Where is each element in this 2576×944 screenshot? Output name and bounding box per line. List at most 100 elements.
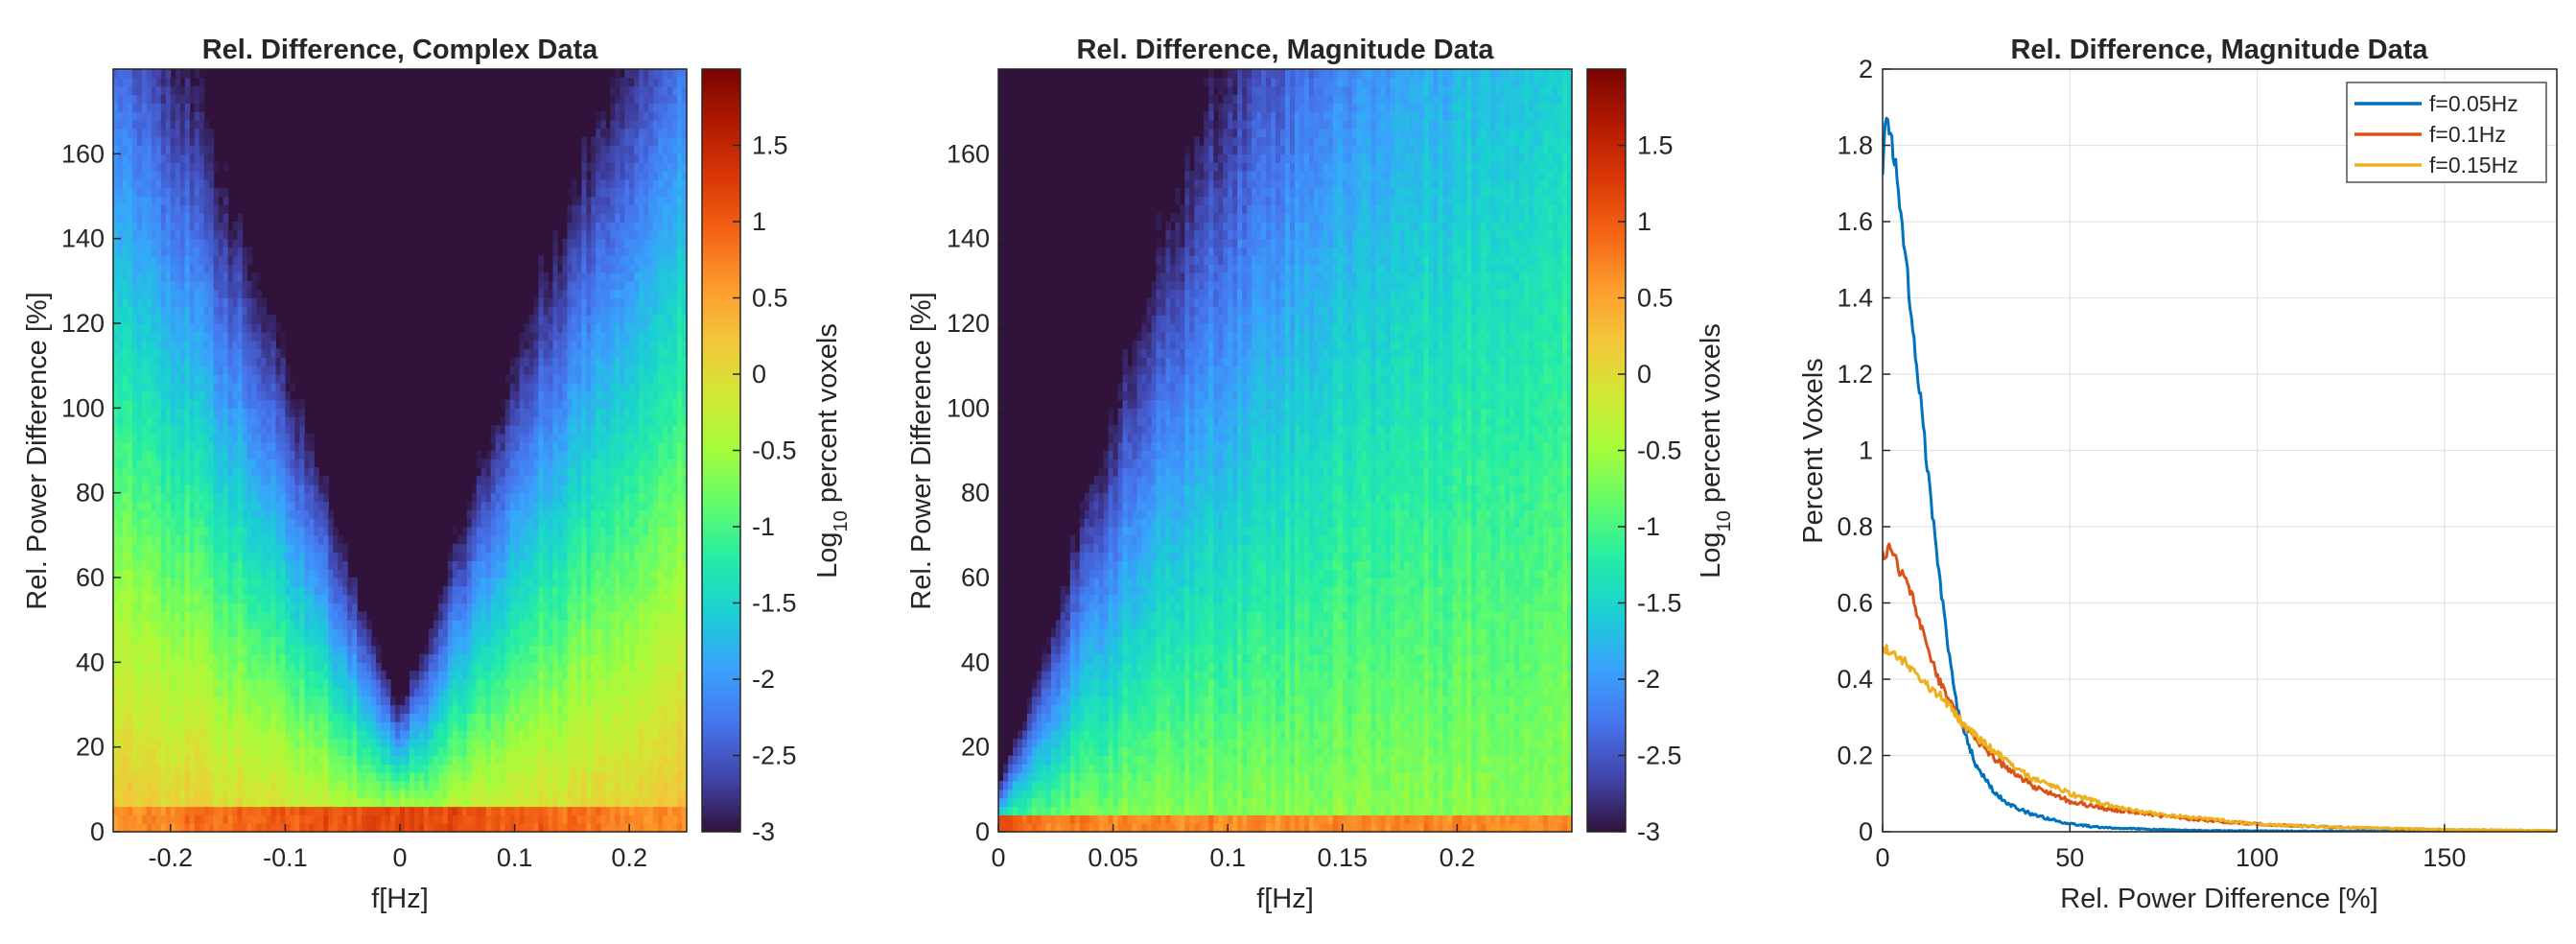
heatmap-cell: [218, 408, 224, 417]
heatmap-cell: [395, 823, 401, 833]
heatmap-cell: [199, 85, 205, 96]
heatmap-cell: [184, 348, 191, 358]
heatmap-cell: [146, 85, 152, 96]
heatmap-cell: [294, 560, 300, 570]
heatmap-cell: [256, 543, 263, 554]
heatmap-cell: [514, 781, 521, 791]
heatmap-cell: [160, 806, 167, 815]
heatmap-cell: [386, 696, 391, 706]
heatmap-cell: [495, 450, 502, 460]
heatmap-cell: [170, 713, 176, 722]
heatmap-cell: [203, 560, 210, 570]
heatmap-cell: [509, 797, 516, 808]
heatmap-cell: [528, 730, 535, 740]
heatmap-cell: [213, 272, 220, 282]
heatmap-cell: [304, 569, 310, 578]
heatmap-cell: [189, 814, 196, 824]
heatmap-cell: [352, 713, 358, 722]
heatmap-cell: [266, 764, 272, 773]
heatmap-cell: [208, 416, 215, 426]
heatmap-cell: [155, 814, 162, 824]
heatmap-cell: [141, 721, 148, 731]
heatmap-cell: [280, 620, 286, 629]
heatmap-cell: [199, 806, 205, 815]
heatmap-cell: [371, 806, 377, 815]
heatmap-cell: [509, 425, 516, 435]
heatmap-cell: [471, 620, 478, 629]
heatmap-cell: [117, 213, 124, 223]
heatmap-cell: [509, 433, 516, 443]
heatmap-cell: [548, 713, 554, 722]
heatmap-cell: [290, 814, 295, 824]
heatmap-cell: [428, 806, 434, 815]
heatmap-cell: [227, 806, 234, 815]
heatmap-cell: [485, 543, 492, 554]
heatmap-cell: [357, 696, 363, 706]
heatmap-cell: [122, 306, 129, 316]
heatmap-cell: [366, 636, 372, 647]
heatmap-cell: [495, 721, 502, 731]
heatmap-cell: [232, 459, 239, 468]
heatmap-cell: [447, 611, 454, 621]
heatmap-cell: [490, 552, 497, 561]
heatmap-cell: [476, 755, 482, 765]
heatmap-cell: [437, 772, 444, 782]
heatmap-cell: [299, 501, 305, 510]
heatmap-cell: [490, 425, 497, 435]
heatmap-cell: [381, 746, 386, 757]
heatmap-cell: [189, 222, 196, 231]
heatmap-cell: [208, 527, 215, 536]
heatmap-cell: [466, 806, 473, 815]
heatmap-cell: [524, 730, 530, 740]
heatmap-cell: [184, 280, 191, 291]
heatmap-cell: [117, 738, 124, 748]
heatmap-cell: [452, 823, 458, 833]
heatmap-cell: [203, 162, 210, 172]
heatmap-cell: [203, 781, 210, 791]
heatmap-cell: [141, 348, 148, 358]
heatmap-cell: [175, 628, 181, 638]
heatmap-cell: [213, 187, 220, 198]
heatmap-cell: [131, 578, 138, 587]
heatmap-cell: [524, 687, 530, 697]
heatmap-cell: [366, 746, 372, 757]
heatmap-cell: [261, 653, 268, 663]
heatmap-cell: [175, 433, 181, 443]
heatmap-cell: [141, 509, 148, 519]
heatmap-cell: [213, 578, 220, 587]
heatmap-cell: [175, 781, 181, 791]
heatmap-cell: [218, 238, 224, 248]
heatmap-cell: [543, 594, 550, 604]
heatmap-cell: [165, 730, 172, 740]
heatmap-cell: [275, 476, 282, 485]
heatmap-cell: [218, 289, 224, 299]
heatmap-cell: [222, 518, 229, 528]
heatmap-cell: [413, 789, 420, 799]
heatmap-cell: [151, 696, 157, 706]
heatmap-cell: [256, 713, 263, 722]
heatmap-cell: [242, 501, 248, 510]
heatmap-cell: [127, 671, 133, 680]
heatmap-cell: [165, 450, 172, 460]
heatmap-cell: [194, 772, 200, 782]
heatmap-cell: [275, 585, 282, 596]
heatmap-cell: [519, 527, 526, 536]
heatmap-cell: [160, 323, 167, 333]
heatmap-cell: [251, 543, 258, 554]
heatmap-cell: [323, 620, 329, 629]
heatmap-cell: [184, 560, 191, 570]
heatmap-cell: [495, 569, 502, 578]
heatmap-cell: [155, 77, 162, 87]
heatmap-cell: [189, 247, 196, 256]
heatmap-cell: [227, 730, 234, 740]
heatmap-cell: [194, 721, 200, 731]
heatmap-cell: [227, 229, 234, 240]
heatmap-cell: [471, 653, 478, 663]
heatmap-cell: [179, 171, 186, 180]
heatmap-cell: [155, 797, 162, 808]
heatmap-cell: [261, 781, 268, 791]
heatmap-cell: [524, 806, 530, 815]
heatmap-cell: [304, 459, 310, 468]
heatmap-cell: [199, 94, 205, 104]
heatmap-cell: [471, 730, 478, 740]
